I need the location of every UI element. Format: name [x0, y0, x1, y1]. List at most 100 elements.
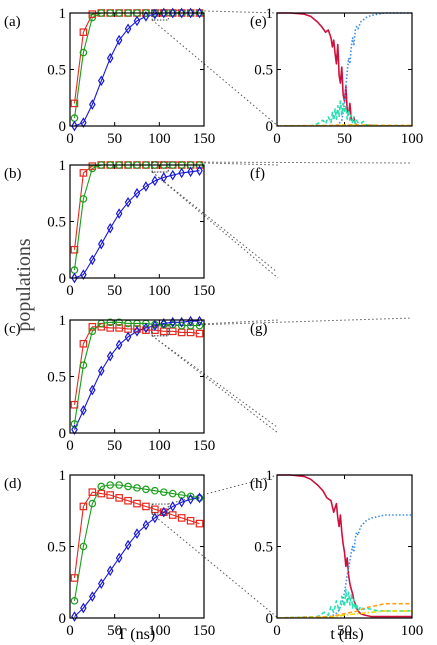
- plot-frame: [276, 474, 413, 619]
- plot-frame: [69, 164, 205, 279]
- panel-label: (h): [250, 476, 268, 492]
- marker-blue: [151, 320, 159, 331]
- marker-blue: [97, 578, 105, 590]
- series-line-green: [73, 164, 200, 271]
- marker-blue: [142, 11, 150, 22]
- y-tick-label: 0.5: [47, 63, 66, 79]
- marker-red: [177, 514, 186, 522]
- marker-blue: [151, 512, 159, 524]
- marker-blue: [106, 222, 114, 234]
- series-line-orange: [277, 602, 412, 618]
- marker-green: [88, 327, 97, 336]
- marker-green: [195, 321, 204, 330]
- marker-blue: [97, 238, 105, 250]
- series-line-crimson: [277, 474, 412, 618]
- x-tick-label: 0: [273, 131, 281, 147]
- x-axis-label-right: t (ns): [330, 626, 363, 643]
- marker-blue: [80, 405, 87, 416]
- marker-blue: [124, 196, 132, 208]
- marker-blue: [187, 166, 194, 178]
- marker-green: [79, 361, 88, 370]
- zoom-connector-top: [168, 161, 413, 164]
- marker-blue: [89, 591, 96, 602]
- series-line-blue: [74, 170, 200, 278]
- marker-blue: [178, 167, 185, 179]
- series-group: [73, 164, 200, 278]
- zoom-connector-bottom: [151, 19, 279, 127]
- marker-green: [106, 481, 115, 489]
- y-tick-label: 0: [266, 611, 274, 627]
- marker-blue: [106, 565, 114, 577]
- marker-blue: [142, 519, 150, 531]
- x-tick-label: 50: [107, 438, 122, 454]
- x-tick-label: 150: [193, 623, 216, 639]
- marker-blue: [142, 181, 150, 192]
- marker-blue: [196, 165, 203, 176]
- x-tick-label: 0: [66, 623, 74, 639]
- y-tick-label: 0: [266, 119, 274, 135]
- marker-blue: [133, 187, 141, 199]
- x-tick-label: 50: [107, 283, 122, 299]
- panel-c: (c) 0 50 100 150 0 0.5 1: [4, 313, 215, 454]
- y-tick-label: 0.5: [254, 63, 273, 79]
- marker-red: [70, 400, 79, 409]
- marker-green: [115, 481, 123, 489]
- marker-red: [106, 491, 115, 499]
- y-tick-label: 1: [59, 313, 67, 329]
- marker-red: [195, 519, 204, 528]
- marker-blue: [71, 424, 78, 435]
- panel-f: (f): [250, 166, 265, 182]
- zoom-connector-bottom: [151, 171, 279, 279]
- x-tick-label: 50: [107, 623, 122, 639]
- marker-green: [79, 48, 88, 57]
- marker-blue: [169, 316, 177, 328]
- x-tick-label: 100: [401, 131, 424, 147]
- zoom-connector-bottom: [151, 171, 278, 273]
- y-tick-label: 1: [59, 6, 67, 22]
- panel-label: (g): [250, 321, 268, 337]
- zoom-box: [151, 325, 169, 337]
- x-tick-label: 50: [337, 131, 352, 147]
- zoom-box: [151, 161, 169, 173]
- series-line-cyan: [277, 100, 412, 126]
- x-tick-label: 50: [337, 623, 352, 639]
- marker-blue: [124, 331, 132, 343]
- x-tick-label: 50: [107, 131, 122, 147]
- marker-blue: [80, 269, 87, 280]
- marker-blue: [169, 7, 177, 19]
- marker-green: [70, 597, 79, 605]
- x-tick-label: 100: [401, 623, 424, 639]
- x-tick-label: 100: [148, 283, 171, 299]
- y-axis-label: populations: [13, 238, 35, 332]
- marker-blue: [115, 208, 123, 219]
- panel-label: (c): [4, 321, 21, 337]
- marker-blue: [178, 496, 185, 508]
- y-tick-label: 0.5: [47, 540, 66, 556]
- marker-blue: [89, 99, 96, 110]
- marker-red: [133, 499, 141, 508]
- marker-red: [88, 10, 97, 18]
- marker-red: [97, 322, 106, 331]
- marker-green: [142, 485, 150, 494]
- series-group: [73, 320, 200, 430]
- panel-b: (b) 0 50 100 150 0 0.5 1: [4, 158, 215, 299]
- y-tick-label: 0.5: [47, 215, 66, 231]
- marker-blue: [71, 611, 78, 622]
- zoom-connector-top: [168, 474, 279, 505]
- marker-red: [151, 505, 159, 514]
- x-tick-label: 150: [193, 131, 216, 147]
- y-tick-label: 0: [59, 119, 67, 135]
- series-line-lightblue: [277, 514, 412, 618]
- marker-green: [133, 484, 141, 492]
- x-tick-label: 0: [66, 438, 74, 454]
- x-tick-label: 100: [148, 623, 171, 639]
- marker-green: [115, 318, 123, 327]
- plot-frame: [69, 12, 205, 127]
- marker-red: [79, 502, 88, 511]
- marker-red: [79, 339, 88, 348]
- panel-d: (d) 0 50 100 150 0 0.5 1: [4, 468, 215, 639]
- marker-green: [168, 489, 177, 498]
- marker-red: [115, 324, 123, 332]
- y-tick-label: 0: [59, 426, 67, 442]
- marker-green: [168, 320, 177, 329]
